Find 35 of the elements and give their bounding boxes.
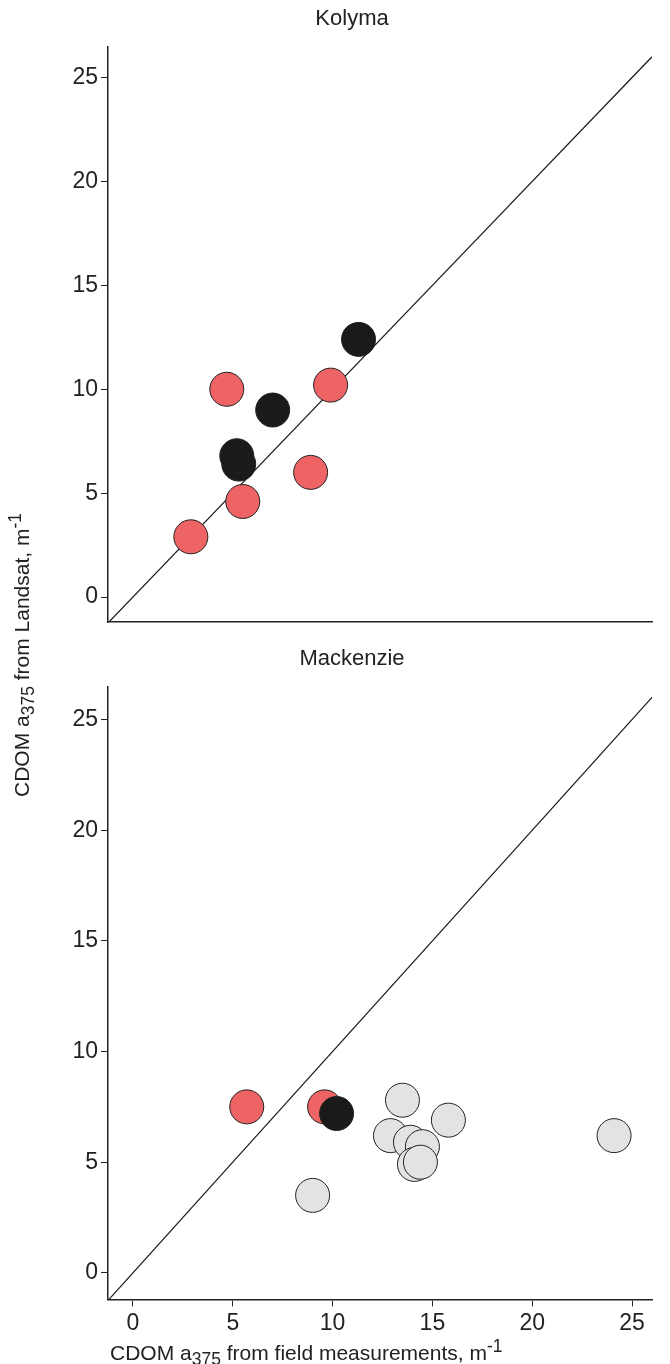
y-tick-label: 20 [72, 166, 98, 193]
point [596, 1118, 632, 1154]
y-tick-label: 15 [72, 270, 98, 297]
y-tick-label: 10 [72, 1036, 98, 1063]
point [341, 321, 377, 357]
point [295, 1177, 331, 1213]
point [173, 519, 209, 555]
point [255, 392, 291, 428]
x-tick-label: 0 [126, 1308, 140, 1335]
y-tick-label: 10 [72, 374, 98, 401]
x-tick-label: 5 [226, 1308, 240, 1335]
point [293, 454, 329, 490]
point [225, 483, 261, 519]
y-tick-label: 5 [85, 1147, 98, 1174]
x-tick-label: 20 [519, 1308, 546, 1335]
y-tick-label: 25 [72, 62, 98, 89]
point [229, 1089, 265, 1125]
point [384, 1082, 420, 1118]
y-tick-label: 20 [72, 815, 98, 842]
y-tick-label: 5 [85, 478, 98, 505]
y-tick-label: 0 [85, 582, 98, 609]
y-tick-label: 25 [72, 704, 98, 731]
y-tick-label: 15 [72, 926, 98, 953]
point [209, 371, 245, 407]
chart-title: Kolyma [315, 5, 390, 31]
point [402, 1144, 438, 1180]
x-tick-label: 10 [319, 1308, 346, 1335]
point [313, 367, 349, 403]
x-tick-label: 15 [419, 1308, 446, 1335]
y-tick-label: 0 [85, 1258, 98, 1285]
x-tick-label: 25 [619, 1308, 645, 1335]
point [219, 438, 255, 474]
point [319, 1096, 355, 1132]
chart-title: Mackenzie [299, 645, 405, 671]
point [430, 1102, 466, 1138]
